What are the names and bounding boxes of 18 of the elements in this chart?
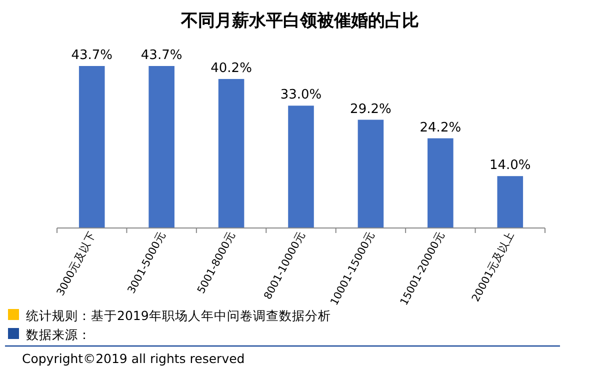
bar xyxy=(428,138,454,228)
bar xyxy=(148,66,174,228)
text: 统计规则：基于2019年职场人年中问卷调查数据分析 xyxy=(26,308,331,323)
chart-title: 不同月薪水平白领被催婚的占比 xyxy=(180,11,419,31)
data-label: 43.7% xyxy=(140,48,182,63)
data-label: 14.0% xyxy=(489,158,531,174)
data-label: 33.0% xyxy=(280,88,322,103)
source-note: 数据来源： xyxy=(26,327,91,342)
data-label: 43.7% xyxy=(71,48,113,63)
bar xyxy=(218,78,244,228)
bar xyxy=(497,176,524,228)
data-label: 24.2% xyxy=(420,120,462,136)
bar xyxy=(288,106,314,228)
bar xyxy=(358,120,384,228)
bar xyxy=(78,66,105,228)
data-label: 40.2% xyxy=(210,60,252,76)
text: Copyright©2019 all rights reserved xyxy=(22,351,245,366)
data-label: 29.2% xyxy=(350,102,392,117)
